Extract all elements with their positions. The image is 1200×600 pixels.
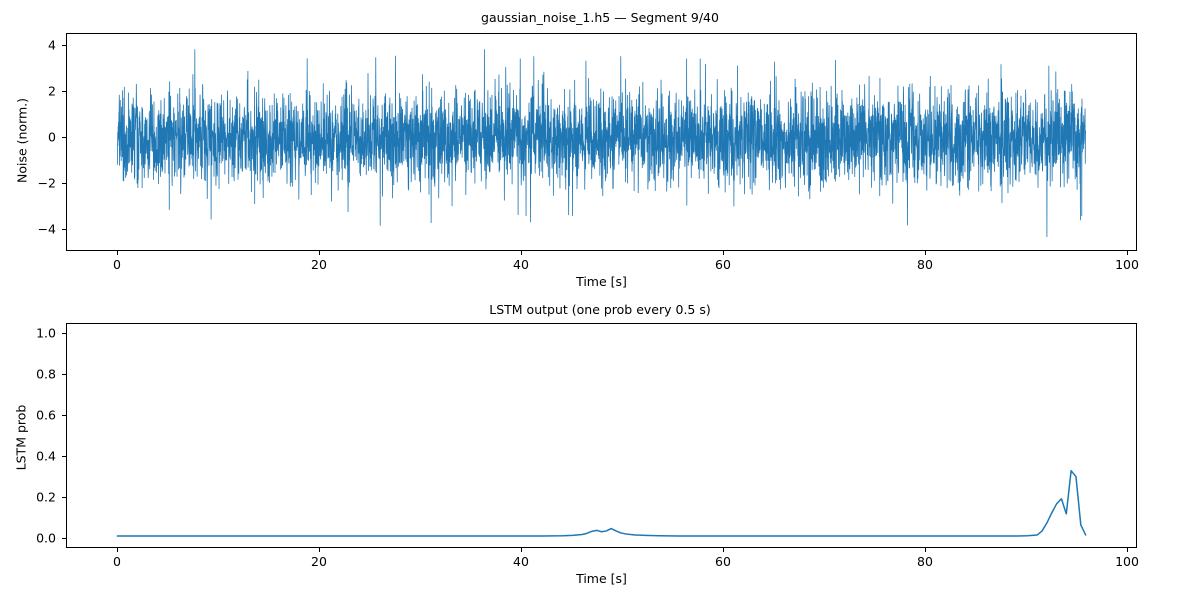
noise-ytick-mark	[62, 45, 66, 46]
noise-xtick-60: 60	[715, 257, 731, 272]
lstm-xtick-mark	[723, 548, 724, 552]
lstm-ytick-1p0: 1.0	[36, 325, 56, 341]
noise-trace-line	[116, 49, 1087, 238]
noise-xtick-mark	[117, 251, 118, 255]
noise-x-axis-label: Time [s]	[576, 274, 627, 289]
lstm-ytick-0p6: 0.6	[36, 407, 56, 423]
lstm-axes	[66, 323, 1137, 548]
lstm-y-axis-label: LSTM prob	[13, 404, 29, 471]
lstm-xtick-80: 80	[917, 554, 933, 569]
lstm-trace-svg	[116, 469, 1087, 537]
noise-ytick-mark	[62, 183, 66, 184]
lstm-ytick-mark	[62, 538, 66, 539]
lstm-ytick-mark	[62, 374, 66, 375]
noise-ytick-4: 4	[48, 37, 56, 53]
noise-ytick-0: 0	[48, 129, 56, 145]
noise-ytick-neg2: −2	[37, 175, 56, 191]
noise-xtick-mark	[925, 251, 926, 255]
lstm-xtick-mark	[1127, 548, 1128, 552]
noise-ytick-mark	[62, 91, 66, 92]
lstm-ytick-mark	[62, 415, 66, 416]
noise-ytick-neg4: −4	[37, 221, 56, 237]
noise-panel: gaussian_noise_1.h5 — Segment 9/40 Noise…	[0, 0, 1200, 290]
noise-axes	[66, 33, 1137, 251]
lstm-xtick-0: 0	[113, 554, 121, 569]
lstm-xtick-40: 40	[513, 554, 529, 569]
lstm-ytick-0p0: 0.0	[36, 530, 56, 546]
lstm-plot-title: LSTM output (one prob every 0.5 s)	[489, 302, 711, 317]
lstm-ytick-mark	[62, 333, 66, 334]
lstm-ytick-0p4: 0.4	[36, 448, 56, 464]
noise-trace-svg	[116, 49, 1087, 238]
lstm-ytick-0p2: 0.2	[36, 489, 56, 505]
noise-xtick-mark	[521, 251, 522, 255]
noise-xtick-mark	[723, 251, 724, 255]
lstm-ytick-mark	[62, 497, 66, 498]
noise-xtick-40: 40	[513, 257, 529, 272]
lstm-xtick-20: 20	[311, 554, 327, 569]
lstm-probability-line	[116, 469, 1087, 537]
noise-plot-title: gaussian_noise_1.h5 — Segment 9/40	[481, 10, 719, 25]
noise-xtick-0: 0	[113, 257, 121, 272]
noise-xtick-mark	[1127, 251, 1128, 255]
noise-ytick-2: 2	[48, 83, 56, 99]
lstm-xtick-mark	[521, 548, 522, 552]
lstm-xtick-60: 60	[715, 554, 731, 569]
noise-xtick-20: 20	[311, 257, 327, 272]
lstm-panel: LSTM output (one prob every 0.5 s) LSTM …	[0, 290, 1200, 600]
lstm-xtick-mark	[925, 548, 926, 552]
lstm-xtick-mark	[319, 548, 320, 552]
noise-ytick-mark	[62, 137, 66, 138]
lstm-x-axis-label: Time [s]	[576, 571, 627, 586]
noise-ytick-mark	[62, 229, 66, 230]
lstm-xtick-100: 100	[1115, 554, 1139, 569]
noise-xtick-80: 80	[917, 257, 933, 272]
noise-xtick-mark	[319, 251, 320, 255]
lstm-ytick-0p8: 0.8	[36, 366, 56, 382]
noise-xtick-100: 100	[1115, 257, 1139, 272]
lstm-ytick-mark	[62, 456, 66, 457]
lstm-xtick-mark	[117, 548, 118, 552]
